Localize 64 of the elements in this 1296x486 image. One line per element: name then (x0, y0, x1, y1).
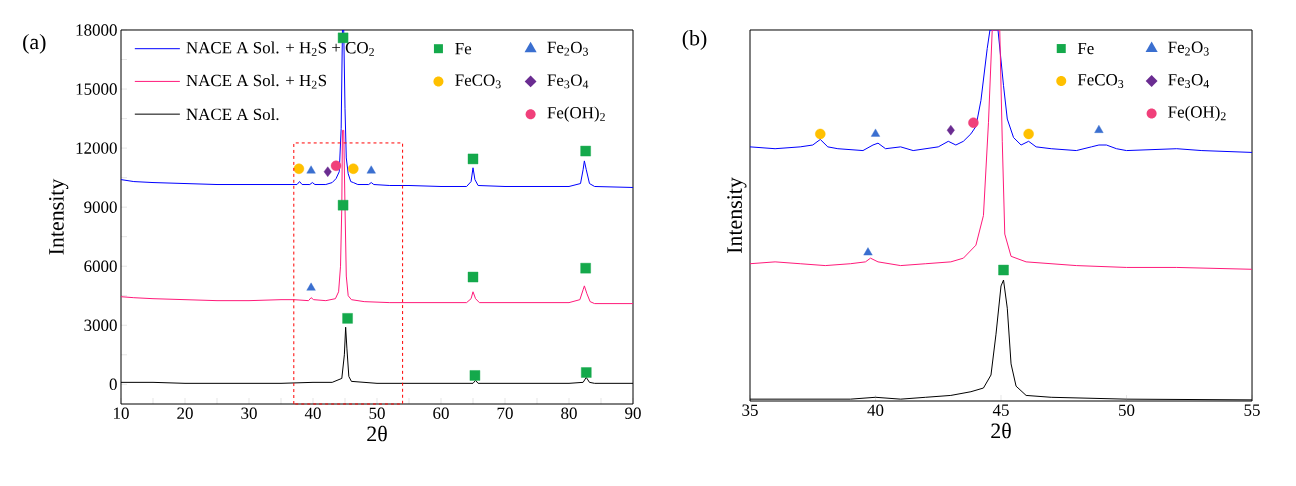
y-tick-label: 3000 (84, 319, 117, 331)
legend-label: NACE A Sol. + H$_{2}$S (186, 74, 327, 89)
y-axis-title: Intensity (727, 177, 747, 254)
y-tick-label: 18000 (76, 24, 117, 36)
x-axis-title: 2θ (367, 425, 387, 442)
point (815, 128, 826, 140)
legend-label: FeCO$_{3}$ (455, 74, 501, 89)
legend-label: Fe(OH)$_{2}$ (547, 106, 605, 122)
x-tick-label: 50 (369, 407, 385, 419)
x-tick-label: 40 (304, 407, 321, 419)
point (946, 124, 955, 136)
legend-label: Fe$_{2}$O$_{3}$ (547, 41, 588, 56)
legend-label: FeCO$_{3}$ (1077, 74, 1124, 88)
x-tick-label: 30 (241, 407, 257, 419)
chart-title: (b) (682, 30, 707, 50)
point (330, 160, 342, 172)
point (306, 165, 316, 174)
x-tick-label: 55 (1244, 404, 1260, 416)
point (337, 199, 349, 211)
legend-label: Fe$_{2}$O$_{3}$ (1168, 41, 1209, 56)
legend-label: NACE A Sol. + H$_{2}$S + CO$_{2}$ (186, 41, 374, 56)
point (467, 271, 479, 283)
point (580, 145, 591, 157)
point (968, 117, 979, 128)
point (467, 153, 479, 165)
point (469, 370, 481, 381)
point (581, 367, 592, 378)
y-tick-label: 6000 (84, 260, 117, 272)
point (580, 262, 591, 274)
x-tick-label: 35 (742, 404, 758, 416)
x-tick-label: 90 (625, 407, 641, 419)
y-tick-label: 15000 (76, 83, 117, 95)
point (863, 247, 873, 256)
point (998, 264, 1009, 276)
point (337, 32, 349, 44)
point (306, 282, 316, 291)
chart-title: (a) (23, 33, 46, 54)
legend-label: Fe$_{3}$O$_{4}$ (1168, 74, 1210, 88)
x-tick-label: 60 (433, 407, 449, 419)
legend-label: NACE A Sol. (186, 108, 279, 121)
x-tick-label: 50 (1119, 404, 1135, 416)
y-tick-label: 9000 (84, 201, 117, 213)
x-tick-label: 20 (177, 407, 193, 419)
x-tick-label: 40 (867, 404, 884, 416)
legend-label: Fe$_{3}$O$_{4}$ (547, 74, 589, 89)
legend-label: Fe (455, 43, 472, 55)
x-tick-label: 10 (114, 407, 129, 419)
x-tick-label: 80 (561, 407, 577, 419)
y-axis-title: Intensity (49, 178, 69, 255)
point (323, 166, 332, 177)
x-tick-label: 45 (992, 404, 1009, 416)
point (366, 165, 376, 174)
y-tick-label: 12000 (76, 142, 117, 154)
legend-label: Fe (1077, 42, 1094, 55)
x-axis-title: 2θ (991, 422, 1011, 439)
point (870, 128, 881, 137)
x-tick-label: 70 (497, 407, 513, 419)
y-tick-label: 0 (109, 378, 117, 391)
point (342, 313, 353, 324)
point (1023, 128, 1034, 140)
legend-label: Fe(OH)$_{2}$ (1168, 105, 1226, 122)
point (348, 163, 359, 174)
point (293, 163, 305, 174)
point (1094, 124, 1104, 133)
